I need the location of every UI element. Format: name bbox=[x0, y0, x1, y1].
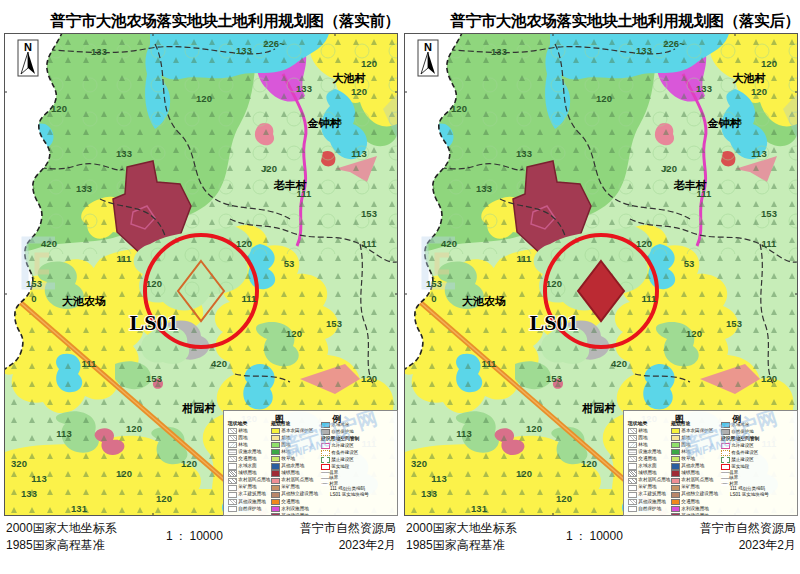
svg-text:N: N bbox=[24, 41, 32, 53]
svg-text:N: N bbox=[424, 41, 432, 53]
